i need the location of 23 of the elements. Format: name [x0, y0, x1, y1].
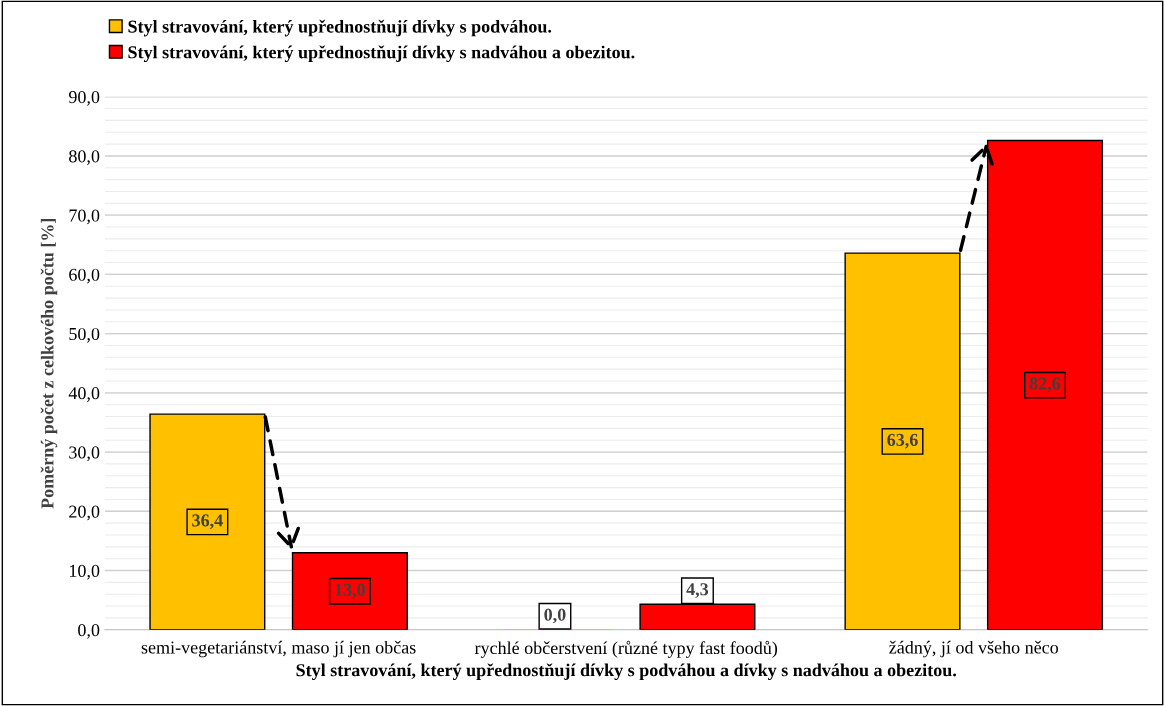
data-label: 4,3: [686, 583, 709, 598]
y-tick-label: 30,0: [69, 446, 100, 462]
x-tick-label: rychlé občerstvení (různé typy fast foodů): [474, 640, 778, 658]
data-label: 63,6: [887, 433, 918, 449]
y-tick-label: 60,0: [69, 268, 100, 284]
x-tick-label: žádný, jí od všeho něco: [889, 640, 1059, 658]
data-label: 82,6: [1029, 377, 1061, 393]
x-axis-title: Styl stravování, který upřednostňují dívky s podváhou a dívky s nadváhou a obezitou.: [296, 663, 956, 681]
legend-label: Styl stravování, který upřednostňují dívky s nadváhou a obezitou.: [128, 45, 635, 63]
y-tick-label: 80,0: [69, 150, 100, 165]
y-tick-label: 90,0: [68, 90, 100, 106]
data-label: 36,4: [192, 514, 223, 530]
legend-label: Styl stravování, který upřednostňují dívky s podváhou.: [128, 19, 552, 37]
data-label: 13,0: [335, 583, 365, 599]
y-tick-label: 70,0: [69, 209, 100, 225]
x-tick-label: semi-vegetariánství, maso jí jen občas: [141, 640, 416, 658]
y-axis-title: Poměrný počet z celkového počtu [%]: [40, 218, 58, 509]
data-label: 0,0: [544, 608, 566, 624]
y-tick-label: 0,0: [78, 624, 100, 639]
y-tick-label: 10,0: [69, 564, 100, 580]
y-tick-label: 40,0: [68, 387, 100, 402]
y-tick-label: 50,0: [69, 327, 100, 343]
y-tick-label: 20,0: [69, 505, 100, 521]
